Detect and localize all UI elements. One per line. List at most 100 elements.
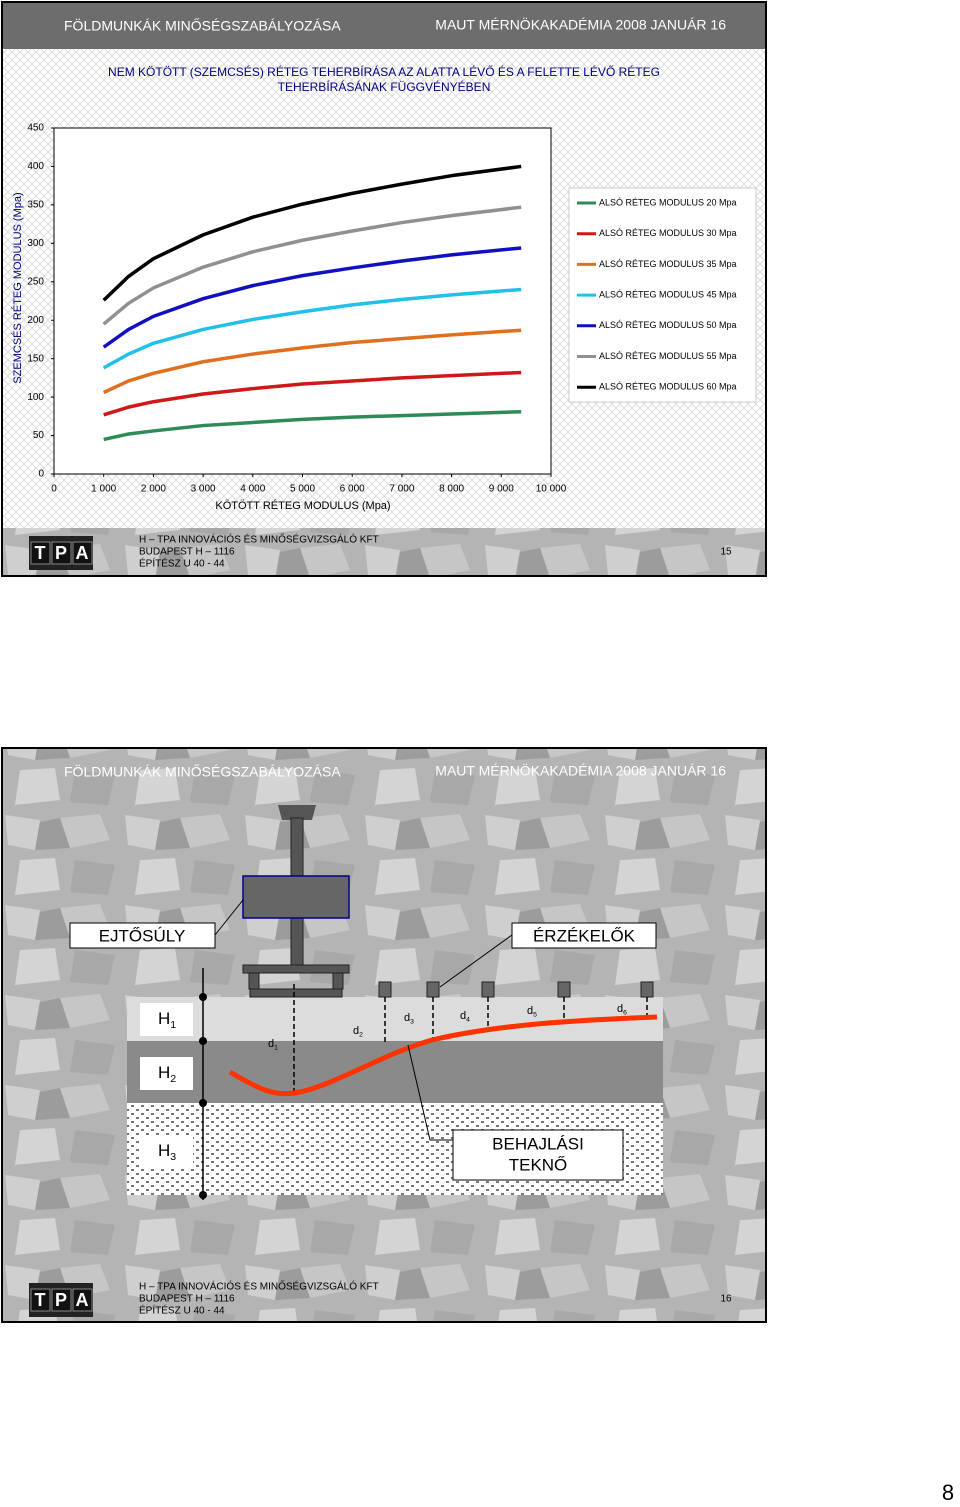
slide-number: 16 <box>720 1294 732 1305</box>
x-tick-label: 7 000 <box>389 484 414 495</box>
header-band <box>3 3 765 49</box>
deflection-label-base: d <box>353 1025 359 1037</box>
legend-label: ALSÓ RÉTEG MODULUS 55 Mpa <box>599 351 737 361</box>
logo-cell <box>30 1288 51 1312</box>
x-tick-label: 4 000 <box>240 484 265 495</box>
footer-line: ÉPÍTÉSZ U 40 - 44 <box>139 1304 225 1317</box>
layer-label-sub: 3 <box>170 1151 176 1163</box>
series-line <box>102 205 522 326</box>
deflection-label: d1 <box>268 1038 278 1051</box>
legend-label: ALSÓ RÉTEG MODULUS 45 Mpa <box>599 289 737 299</box>
leaders <box>214 899 513 1141</box>
slide-number: 15 <box>720 547 732 558</box>
header-right: MAUT MÉRNÖKAKADÉMIA 2008 JANUÁR 16 <box>435 762 726 779</box>
footer-band <box>3 1275 765 1321</box>
deflection-label: d6 <box>617 1003 627 1016</box>
diagram-labels: EJTŐSÚLY ÉRZÉKELŐKBEHAJLÁSITEKNŐH1H2H3d1d… <box>99 926 636 1174</box>
footer-line: BUDAPEST H – 1116 <box>139 1294 235 1305</box>
deflection-label: d4 <box>460 1010 470 1023</box>
layer-label: H3 <box>158 1141 176 1162</box>
footer: T P A H – TPA INNOVÁCIÓS ÉS MINŐSÉGVIZSGÁLÓ… <box>29 532 732 570</box>
logo-letter: P <box>55 1290 67 1310</box>
y-tick-label: 300 <box>27 238 44 249</box>
y-tick-label: 450 <box>27 123 44 134</box>
logo-letter: A <box>76 1290 89 1310</box>
header-right: MAUT MÉRNÖKAKADÉMIA 2008 JANUÁR 16 <box>435 16 726 33</box>
y-tick-label: 350 <box>27 200 44 211</box>
x-tick-label: 10 000 <box>536 484 567 495</box>
x-tick-label: 6 000 <box>340 484 365 495</box>
layer-label: H1 <box>158 1009 176 1030</box>
foot <box>248 972 260 990</box>
diagram <box>69 805 663 1200</box>
deflection-label-sub: 5 <box>533 1011 537 1018</box>
callout-label: ÉRZÉKELŐK <box>533 926 636 945</box>
y-axis-label: SZEMCSÉS RÉTEG MODULUS (Mpa) <box>11 192 24 383</box>
page-number: 8 <box>942 1480 954 1505</box>
callout-label: TEKNŐ <box>509 1155 568 1174</box>
legend-label: ALSÓ RÉTEG MODULUS 60 Mpa <box>599 382 737 392</box>
legend <box>568 187 757 403</box>
logo-cell <box>51 1288 72 1312</box>
deflection-label-sub: 3 <box>410 1018 414 1025</box>
x-tick-label: 1 000 <box>91 484 116 495</box>
logo-cell <box>72 1288 93 1312</box>
plot-area <box>53 127 552 475</box>
logo-letter: T <box>35 1290 46 1310</box>
deflection-label-base: d <box>460 1010 466 1022</box>
layer-label-base: H <box>158 1141 170 1160</box>
dot <box>199 1191 207 1199</box>
callout-label: BEHAJLÁSI <box>492 1134 584 1153</box>
x-tick-label: 3 000 <box>191 484 216 495</box>
series-line <box>102 246 522 349</box>
header-left: FÖLDMUNKÁK MINŐSÉGSZABÁLYOZÁSA <box>64 17 341 34</box>
series-line <box>103 409 522 442</box>
y-tick-label: 200 <box>27 315 44 326</box>
layer-label-base: H <box>158 1063 170 1082</box>
base <box>249 988 343 998</box>
y-tick-label: 50 <box>33 430 45 441</box>
x-tick-label: 5 000 <box>290 484 315 495</box>
series-line <box>103 370 522 417</box>
y-tick-label: 100 <box>27 392 44 403</box>
label-box <box>140 1003 193 1036</box>
callout <box>452 1129 624 1181</box>
layer-label-sub: 2 <box>170 1073 176 1085</box>
chart: 0 50 100 150 200 250 300 350 400 450 0 1 000 2 000 3 … <box>27 123 736 495</box>
logo-cell <box>51 541 72 565</box>
deflection-label-base: d <box>617 1003 623 1015</box>
series-line <box>102 328 522 395</box>
callout-label: EJTŐSÚLY <box>99 926 186 945</box>
dot <box>199 993 207 1001</box>
chart-title: NEM KÖTÖTT (SZEMCSÉS) RÉTEG TEHERBÍRÁSA … <box>108 64 660 79</box>
legend-label: ALSÓ RÉTEG MODULUS 50 Mpa <box>599 320 737 330</box>
logo-cell <box>30 541 51 565</box>
legend-label: ALSÓ RÉTEG MODULUS 20 Mpa <box>599 197 737 207</box>
callout <box>69 922 216 949</box>
deflection-label: d3 <box>404 1012 414 1025</box>
deflection-bowl <box>228 1014 658 1097</box>
y-tick-label: 0 <box>38 469 44 480</box>
foot <box>332 972 344 990</box>
x-tick-label: 0 <box>51 484 57 495</box>
deflection-label: d2 <box>353 1025 363 1038</box>
footer-line: BUDAPEST H – 1116 <box>139 547 235 558</box>
deflection-label-base: d <box>527 1005 533 1017</box>
x-axis-label: KÖTÖTT RÉTEG MODULUS (Mpa) <box>215 499 390 512</box>
series-line <box>102 164 522 302</box>
footer-band <box>3 528 765 575</box>
footer: T P A H – TPA INNOVÁCIÓS ÉS MINŐSÉGVIZSGÁLÓ… <box>29 1279 732 1317</box>
logo-letter: P <box>55 543 67 563</box>
deflection-label-sub: 6 <box>623 1009 627 1016</box>
footer-line: H – TPA INNOVÁCIÓS ÉS MINŐSÉGVIZSGÁLÓ KF… <box>139 1279 379 1293</box>
layer-label: H2 <box>158 1063 176 1084</box>
dot <box>199 1099 207 1107</box>
logo-letter: T <box>35 543 46 563</box>
layer-2 <box>127 1041 663 1103</box>
plate <box>242 964 350 974</box>
series-line <box>102 287 522 370</box>
deflection-label-sub: 2 <box>359 1031 363 1038</box>
logo-cell <box>72 541 93 565</box>
x-tick-label: 8 000 <box>439 484 464 495</box>
